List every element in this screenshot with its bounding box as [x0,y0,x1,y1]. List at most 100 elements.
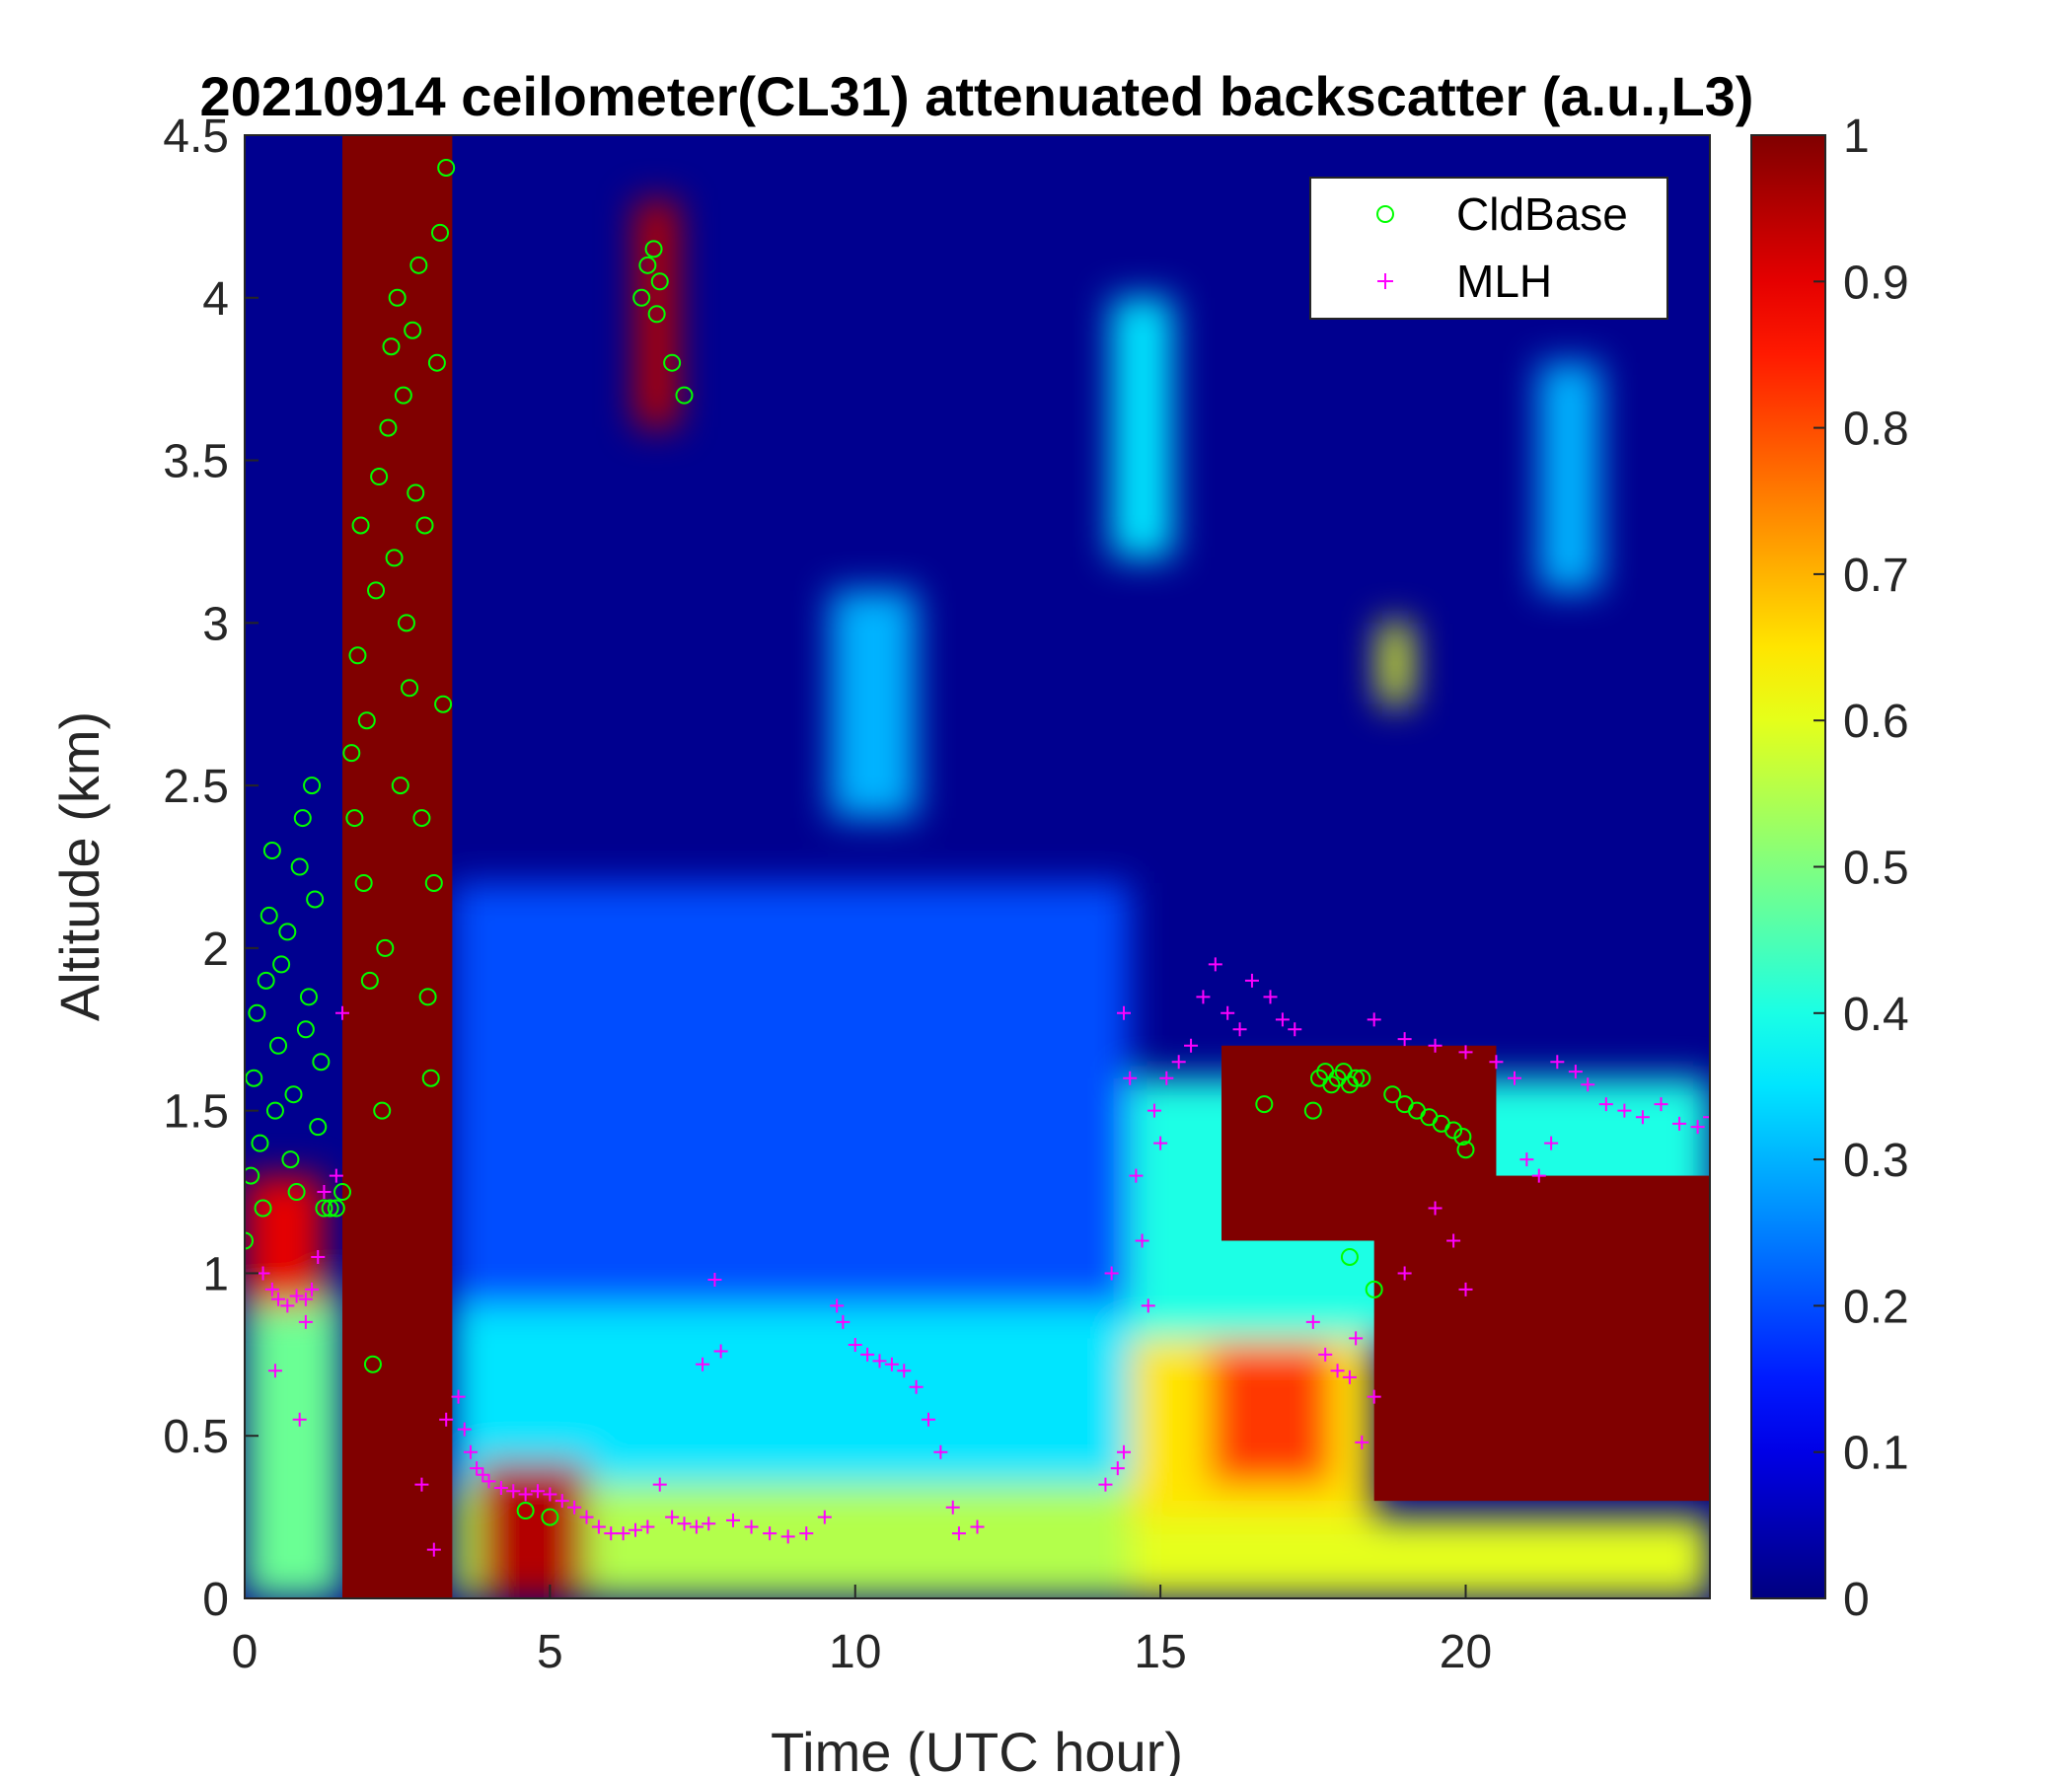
heatmap-cell [477,1461,587,1598]
cldbase-point [287,1183,306,1202]
colorbar-tick-label: 0.7 [1843,550,1909,602]
mlh-point [1544,1136,1559,1150]
mlh-point [665,1510,680,1524]
mlh-point [470,1461,484,1476]
mlh-point [1147,1103,1161,1118]
colorbar-tick-label: 0.9 [1843,257,1909,309]
cldbase-point [367,581,386,600]
cldbase-point [401,679,419,698]
heatmap-cell [245,1175,325,1306]
cldbase-point [516,1502,535,1520]
heatmap-cell [635,199,679,428]
cldbase-point [293,809,312,828]
mlh-point [872,1354,887,1369]
legend-mlh-label: MLH [1456,256,1552,307]
cldbase-point [248,1003,266,1022]
colorbar-tick-label: 0.4 [1843,989,1909,1041]
chart-title: 20210914 ceilometer(CL31) attenuated bac… [200,65,1754,127]
mlh-point [1141,1298,1155,1313]
mlh-point [451,1389,466,1404]
cldbase-point [650,272,669,291]
mlh-point [1196,990,1211,1004]
cldbase-point [1322,1075,1341,1094]
mlh-point [945,1500,960,1515]
y-tick-label: 1 [202,1248,229,1300]
cldbase-point [1303,1101,1322,1120]
cldbase-point [1347,1069,1366,1087]
mlh-point [1221,1005,1235,1020]
mlh-point [1446,1233,1461,1248]
heatmap-cell [1130,1517,1710,1598]
mlh-point [439,1412,454,1427]
mlh-point [1428,1038,1443,1053]
y-tick-label: 3 [202,598,229,650]
cldbase-point [281,1150,300,1169]
mlh-point [311,1249,326,1264]
colorbar-tick-label: 0.6 [1843,696,1909,748]
mlh-point [567,1500,582,1515]
cldbase-point [1255,1095,1274,1114]
mlh-point [329,1168,343,1183]
x-tick-label: 15 [1134,1626,1186,1678]
mlh-point [481,1474,496,1489]
mlh-point [1129,1168,1144,1183]
cldbase-point [418,988,437,1006]
cldbase-point [632,288,651,307]
mlh-point [1275,1012,1290,1027]
cldbase-point [354,873,373,892]
mlh-point [604,1526,619,1541]
mlh-point [264,1282,279,1296]
cldbase-point [541,1508,559,1526]
mlh-point [1550,1055,1565,1070]
mlh-point [1367,1012,1381,1027]
heatmap-cell [1209,1344,1332,1485]
mlh-point [1635,1110,1650,1125]
heatmap-cell [452,882,1131,1306]
cldbase-point [299,988,318,1006]
cldbase-point [1340,1247,1359,1266]
mlh-point [707,1273,722,1288]
mlh-point [1117,1444,1131,1459]
mlh-point [616,1526,630,1541]
mlh-point [970,1519,985,1534]
cldbase-point [415,516,434,535]
y-tick-label: 2 [202,924,229,976]
cldbase-point [1456,1141,1475,1159]
mlh-point [1342,1369,1357,1384]
mlh-point [1672,1116,1687,1131]
mlh-point [726,1513,740,1527]
heatmap-cell [342,135,453,1598]
backscatter-heatmap [245,135,1710,1598]
mlh-point [1458,1045,1473,1060]
mlh-point [1263,990,1278,1004]
x-tick-label: 20 [1440,1626,1492,1678]
cldbase-point [663,353,682,372]
cldbase-point [284,1085,303,1104]
heatmap-cell [1111,297,1173,558]
mlh-point [763,1526,777,1541]
cldbase-point [254,1199,272,1218]
cldbase-point [1444,1121,1463,1140]
mlh-point [1397,1032,1412,1047]
cldbase-point [394,386,412,405]
y-tick-label: 2.5 [163,761,229,813]
mlh-point [1171,1055,1186,1070]
plot-frame [244,134,1711,1599]
x-tick-label: 10 [829,1626,881,1678]
cldbase-point [397,614,415,632]
cldbase-point [434,695,453,713]
mlh-point [1428,1201,1443,1216]
mlh-point [689,1519,703,1534]
cldbase-point [290,857,309,876]
mlh-point [884,1357,899,1371]
cldbase-point [327,1199,345,1218]
cldbase-point [407,483,425,502]
heatmap-cell [1373,1175,1710,1502]
mlh-point [677,1517,692,1531]
cldbase-point [437,158,456,177]
mlh-point [1489,1055,1504,1070]
colorbar-tick-label: 1 [1843,111,1870,163]
legend-cldbase-label: CldBase [1456,188,1628,240]
mlh-point [1318,1347,1333,1362]
